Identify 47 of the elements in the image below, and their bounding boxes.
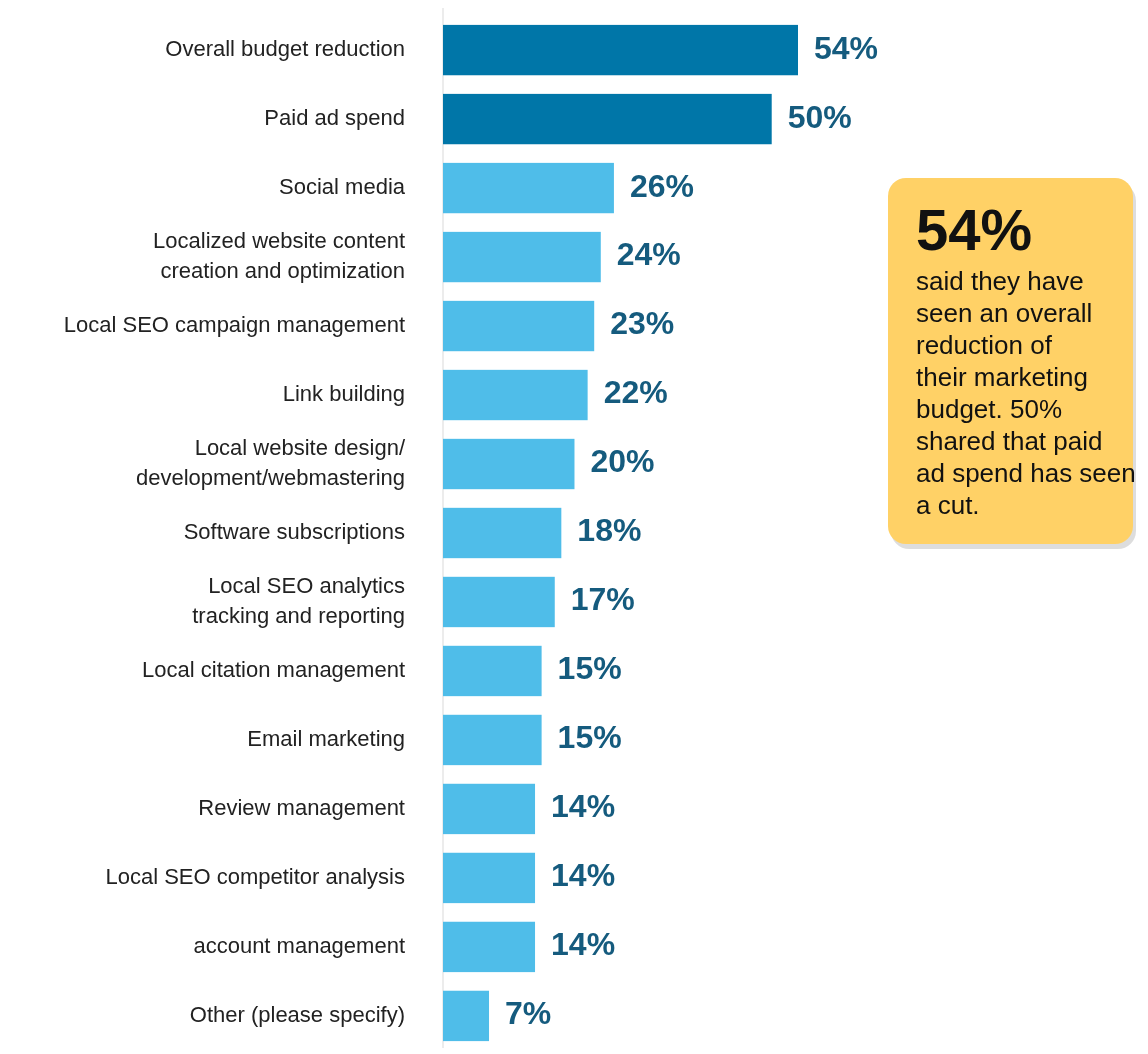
- data-label: 17%: [570, 581, 635, 618]
- data-label: 15%: [557, 650, 622, 687]
- text: 54%: [916, 197, 1033, 262]
- data-label: 14%: [551, 857, 616, 894]
- bar: [443, 714, 542, 766]
- data-label: 18%: [577, 512, 642, 549]
- y-tick-label: Social media: [279, 173, 406, 199]
- bar: [443, 852, 536, 904]
- bar: [443, 231, 601, 283]
- bar: [443, 300, 595, 352]
- bar: [443, 93, 772, 145]
- y-tick-label: Email marketing: [247, 725, 405, 751]
- y-tick-label: Paid ad spend: [264, 104, 405, 130]
- y-tick-label: Other (please specify): [189, 1001, 405, 1027]
- data-label: 7%: [505, 995, 552, 1032]
- y-tick-label: Local SEO analytics tracking and reporting: [192, 572, 405, 628]
- data-label: 14%: [551, 926, 616, 963]
- data-label: 20%: [590, 443, 655, 480]
- y-tick-label: Software subscriptions: [183, 518, 405, 544]
- y-tick-label: Local SEO competitor analysis: [105, 863, 405, 889]
- y-tick-label: Local citation management: [142, 656, 405, 682]
- y-tick-label: Local SEO campaign management: [63, 311, 405, 337]
- bar: [443, 24, 798, 76]
- data-label: 15%: [557, 719, 622, 756]
- bar: [443, 645, 542, 697]
- y-tick-label: account management: [193, 932, 405, 958]
- data-label: 14%: [551, 788, 616, 825]
- bar: [443, 438, 575, 490]
- bar: [443, 576, 555, 628]
- data-label: 23%: [610, 305, 675, 342]
- bar: [443, 369, 588, 421]
- bar: [443, 507, 562, 559]
- data-label: 24%: [616, 236, 681, 273]
- bar: [443, 990, 490, 1042]
- text: said they have seen an overall reduction of their marketing budget. 50% shared that paid ad spend has seen a cut.: [916, 266, 1136, 520]
- data-label: 54%: [814, 29, 879, 66]
- data-label: 26%: [629, 167, 694, 204]
- bar: [443, 921, 536, 973]
- data-label: 50%: [787, 98, 852, 135]
- y-tick-label: Local website design/ development/webmastering: [135, 434, 406, 490]
- y-tick-label: Review management: [198, 794, 405, 820]
- y-tick-label: Link building: [282, 380, 405, 406]
- y-tick-label: Localized website content creation and optimization: [153, 227, 405, 283]
- data-label: 22%: [603, 374, 668, 411]
- bar: [443, 162, 614, 214]
- y-tick-label: Overall budget reduction: [165, 35, 405, 61]
- bar: [443, 783, 536, 835]
